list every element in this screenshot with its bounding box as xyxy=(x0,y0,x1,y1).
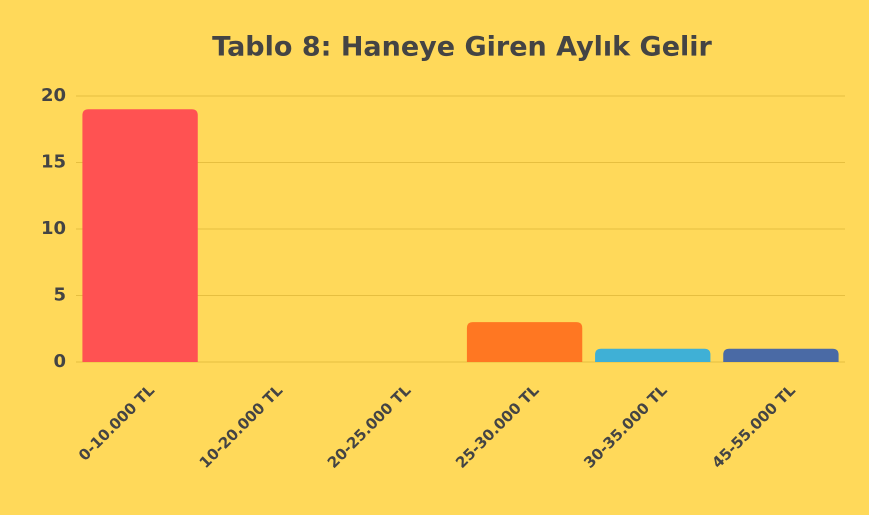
y-tick-label: 5 xyxy=(53,285,66,306)
y-tick-label: 15 xyxy=(41,152,66,173)
bar xyxy=(466,322,583,362)
y-tick-label: 20 xyxy=(41,85,66,106)
y-tick-label: 0 xyxy=(53,351,66,372)
bar xyxy=(723,348,839,362)
chart-title: Tablo 8: Haneye Giren Aylık Gelir xyxy=(212,32,712,63)
bar xyxy=(82,109,198,362)
y-tick-label: 10 xyxy=(41,218,66,239)
bar xyxy=(595,348,711,362)
